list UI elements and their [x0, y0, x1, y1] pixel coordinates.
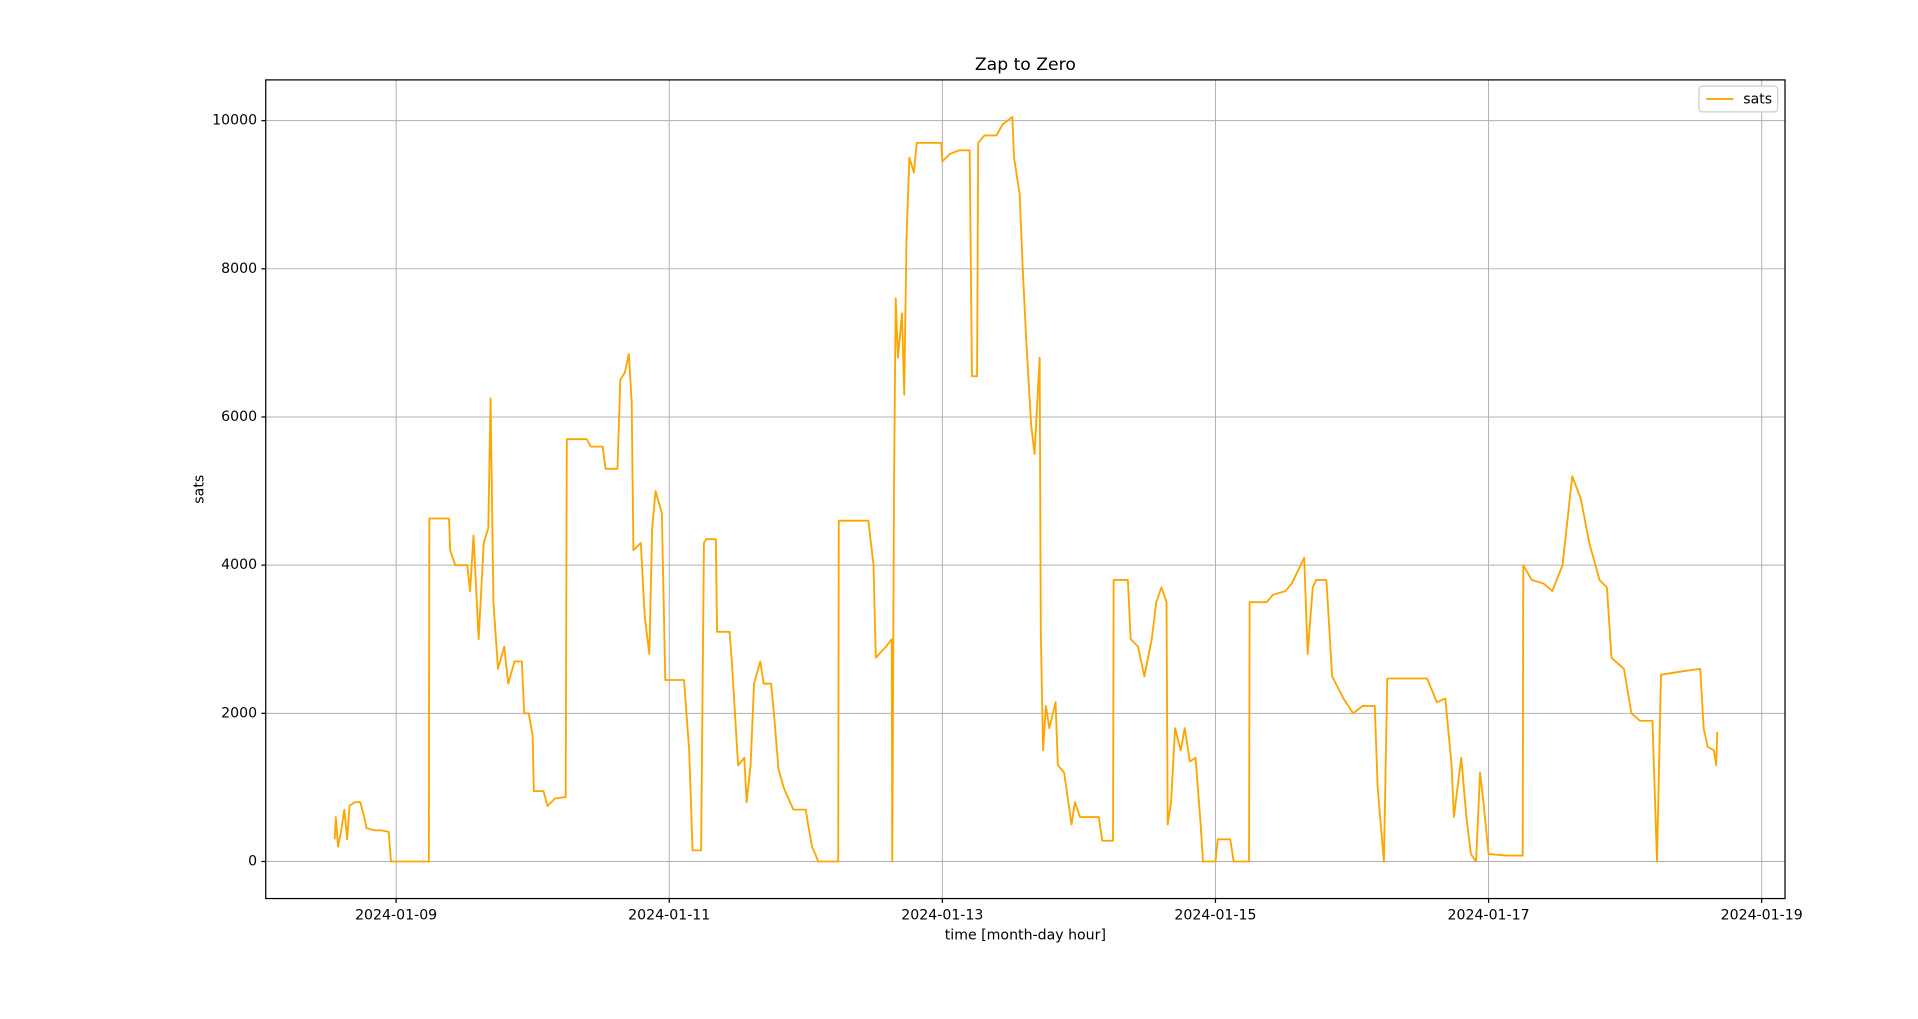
x-tick-label: 2024-01-09 [355, 908, 437, 924]
plot-area [333, 116, 1719, 863]
legend-box [1698, 85, 1779, 113]
y-tick-label: 6000 [221, 409, 257, 425]
y-axis-label: sats [191, 475, 207, 504]
y-tick-label: 10000 [212, 113, 257, 129]
y-tick-label: 8000 [221, 261, 257, 277]
y-tick-label: 2000 [221, 705, 257, 721]
y-tick-label: 4000 [221, 557, 257, 573]
legend: sats [1698, 85, 1779, 113]
x-tick-label: 2024-01-17 [1448, 908, 1530, 924]
x-tick-label: 2024-01-13 [901, 908, 983, 924]
y-tick-label: 0 [248, 853, 257, 869]
axes-frame [265, 79, 1786, 900]
x-tick-label: 2024-01-19 [1721, 908, 1803, 924]
chart-title: Zap to Zero [975, 55, 1076, 75]
legend-label: sats [1743, 92, 1772, 108]
x-tick-label: 2024-01-11 [628, 908, 710, 924]
x-tick-label: 2024-01-15 [1174, 908, 1256, 924]
x-axis-label: time [month-day hour] [945, 927, 1106, 943]
grid [265, 79, 1786, 899]
data-line [333, 116, 1719, 863]
